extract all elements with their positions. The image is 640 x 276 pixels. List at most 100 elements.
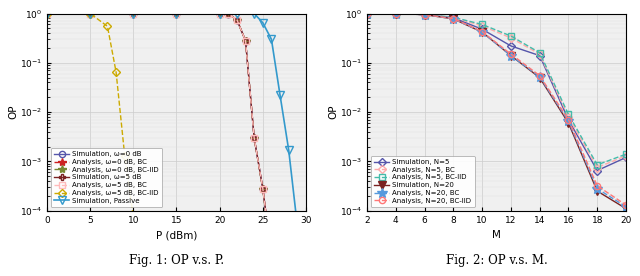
Analysis, ω=0 dB, BC	[225, 12, 232, 16]
Simulation, ω=5 dB	[242, 39, 250, 43]
Analysis, ω=5 dB, BC-IID	[86, 12, 94, 15]
Simulation, Passive	[129, 12, 137, 15]
Analysis, N=20, BC	[449, 17, 457, 20]
Simulation, Passive	[86, 12, 94, 15]
Analysis, ω=0 dB, BC-IID	[216, 12, 223, 15]
Simulation, N=20	[593, 189, 601, 193]
Analysis, N=5, BC	[536, 52, 543, 56]
Analysis, ω=5 dB, BC	[225, 12, 232, 16]
X-axis label: M: M	[492, 230, 501, 240]
Analysis, ω=0 dB, BC-IID	[259, 188, 267, 191]
Analysis, N=5, BC	[392, 12, 400, 15]
Simulation, N=20	[564, 121, 572, 125]
Simulation, N=5	[478, 28, 486, 31]
Analysis, N=20, BC-IID	[449, 17, 457, 20]
Analysis, ω=0 dB, BC-IID	[129, 12, 137, 15]
Simulation, ω=0 dB	[259, 187, 267, 190]
Simulation, ω=0 dB	[44, 12, 51, 15]
Simulation, N=20	[449, 17, 457, 20]
X-axis label: P (dBm): P (dBm)	[156, 230, 197, 240]
Analysis, ω=5 dB, BC	[86, 12, 94, 15]
Simulation, ω=5 dB	[259, 187, 267, 190]
Analysis, ω=0 dB, BC	[173, 12, 180, 15]
Analysis, ω=0 dB, BC	[129, 12, 137, 15]
Simulation, N=5	[420, 13, 428, 16]
Text: Fig. 1: OP v.s. P.: Fig. 1: OP v.s. P.	[129, 254, 224, 267]
Simulation, ω=5 dB	[86, 12, 94, 15]
Analysis, N=20, BC	[420, 13, 428, 16]
Line: Simulation, ω=5 dB: Simulation, ω=5 dB	[44, 10, 283, 276]
Simulation, Passive	[268, 38, 275, 41]
Analysis, ω=0 dB, BC	[242, 39, 250, 43]
Analysis, N=5, BC	[420, 13, 428, 16]
Analysis, N=20, BC-IID	[507, 52, 515, 56]
Analysis, ω=0 dB, BC	[216, 12, 223, 15]
Line: Simulation, ω=0 dB: Simulation, ω=0 dB	[44, 10, 283, 276]
Simulation, ω=0 dB	[242, 39, 250, 43]
Analysis, N=20, BC-IID	[564, 118, 572, 121]
Line: Analysis, ω=0 dB, BC-IID: Analysis, ω=0 dB, BC-IID	[43, 9, 284, 276]
Analysis, ω=0 dB, BC-IID	[173, 12, 180, 15]
Analysis, ω=0 dB, BC	[233, 18, 241, 21]
Analysis, N=20, BC	[622, 205, 630, 208]
Analysis, N=5, BC-IID	[392, 12, 400, 15]
Analysis, N=20, BC-IID	[364, 12, 371, 15]
Simulation, ω=5 dB	[129, 12, 137, 15]
Simulation, N=20	[478, 30, 486, 34]
Analysis, ω=0 dB, BC	[259, 187, 267, 190]
Line: Analysis, N=5, BC: Analysis, N=5, BC	[364, 10, 629, 171]
Analysis, N=20, BC	[593, 187, 601, 190]
Line: Analysis, N=20, BC-IID: Analysis, N=20, BC-IID	[364, 10, 629, 208]
Analysis, N=20, BC	[507, 54, 515, 57]
Simulation, Passive	[173, 12, 180, 15]
Analysis, N=5, BC	[364, 12, 371, 15]
Analysis, N=5, BC	[478, 24, 486, 28]
Analysis, N=5, BC-IID	[364, 12, 371, 15]
Simulation, N=20	[392, 12, 400, 15]
Analysis, N=20, BC	[564, 120, 572, 123]
Simulation, Passive	[233, 12, 241, 15]
Analysis, ω=5 dB, BC	[242, 39, 250, 43]
Simulation, ω=0 dB	[86, 12, 94, 15]
Simulation, Passive	[44, 12, 51, 15]
Simulation, N=20	[420, 13, 428, 16]
Y-axis label: OP: OP	[8, 105, 19, 119]
Simulation, ω=5 dB	[173, 12, 180, 15]
Analysis, N=5, BC-IID	[449, 16, 457, 19]
Simulation, ω=5 dB	[233, 18, 241, 21]
Analysis, ω=0 dB, BC	[268, 254, 275, 258]
Analysis, N=5, BC-IID	[622, 153, 630, 156]
Analysis, N=5, BC-IID	[564, 113, 572, 116]
Analysis, N=20, BC-IID	[420, 13, 428, 16]
Simulation, N=5	[392, 12, 400, 15]
Analysis, ω=0 dB, BC	[250, 136, 258, 139]
Simulation, Passive	[216, 12, 223, 15]
Line: Analysis, N=20, BC: Analysis, N=20, BC	[362, 9, 631, 212]
Analysis, ω=0 dB, BC-IID	[268, 256, 275, 259]
Analysis, N=20, BC-IID	[478, 30, 486, 33]
Analysis, N=20, BC-IID	[593, 184, 601, 187]
Analysis, N=5, BC	[622, 154, 630, 157]
Simulation, ω=5 dB	[216, 12, 223, 15]
Legend: Simulation, N=5, Analysis, N=5, BC, Analysis, N=5, BC-IID, Simulation, N=20, Ana: Simulation, N=5, Analysis, N=5, BC, Anal…	[371, 156, 474, 207]
Simulation, ω=0 dB	[268, 254, 275, 258]
Simulation, N=5	[536, 54, 543, 57]
Simulation, Passive	[294, 224, 301, 227]
Analysis, ω=5 dB, BC-IID	[104, 25, 111, 28]
Simulation, N=20	[536, 76, 543, 79]
Simulation, N=20	[364, 12, 371, 15]
Analysis, ω=5 dB, BC	[233, 18, 241, 21]
Analysis, N=5, BC-IID	[593, 163, 601, 166]
Analysis, N=20, BC	[478, 30, 486, 34]
Analysis, ω=0 dB, BC-IID	[86, 12, 94, 15]
Text: Fig. 2: OP v.s. M.: Fig. 2: OP v.s. M.	[445, 254, 547, 267]
Analysis, ω=5 dB, BC	[129, 12, 137, 15]
Analysis, N=5, BC-IID	[420, 13, 428, 16]
Analysis, ω=0 dB, BC	[44, 12, 51, 15]
Simulation, N=5	[622, 156, 630, 159]
Analysis, N=20, BC	[364, 12, 371, 15]
Legend: Simulation, ω=0 dB, Analysis, ω=0 dB, BC, Analysis, ω=0 dB, BC-IID, Simulation, : Simulation, ω=0 dB, Analysis, ω=0 dB, BC…	[51, 148, 162, 207]
Analysis, ω=5 dB, BC-IID	[44, 12, 51, 15]
Analysis, ω=5 dB, BC	[268, 254, 275, 258]
Simulation, N=5	[507, 44, 515, 47]
